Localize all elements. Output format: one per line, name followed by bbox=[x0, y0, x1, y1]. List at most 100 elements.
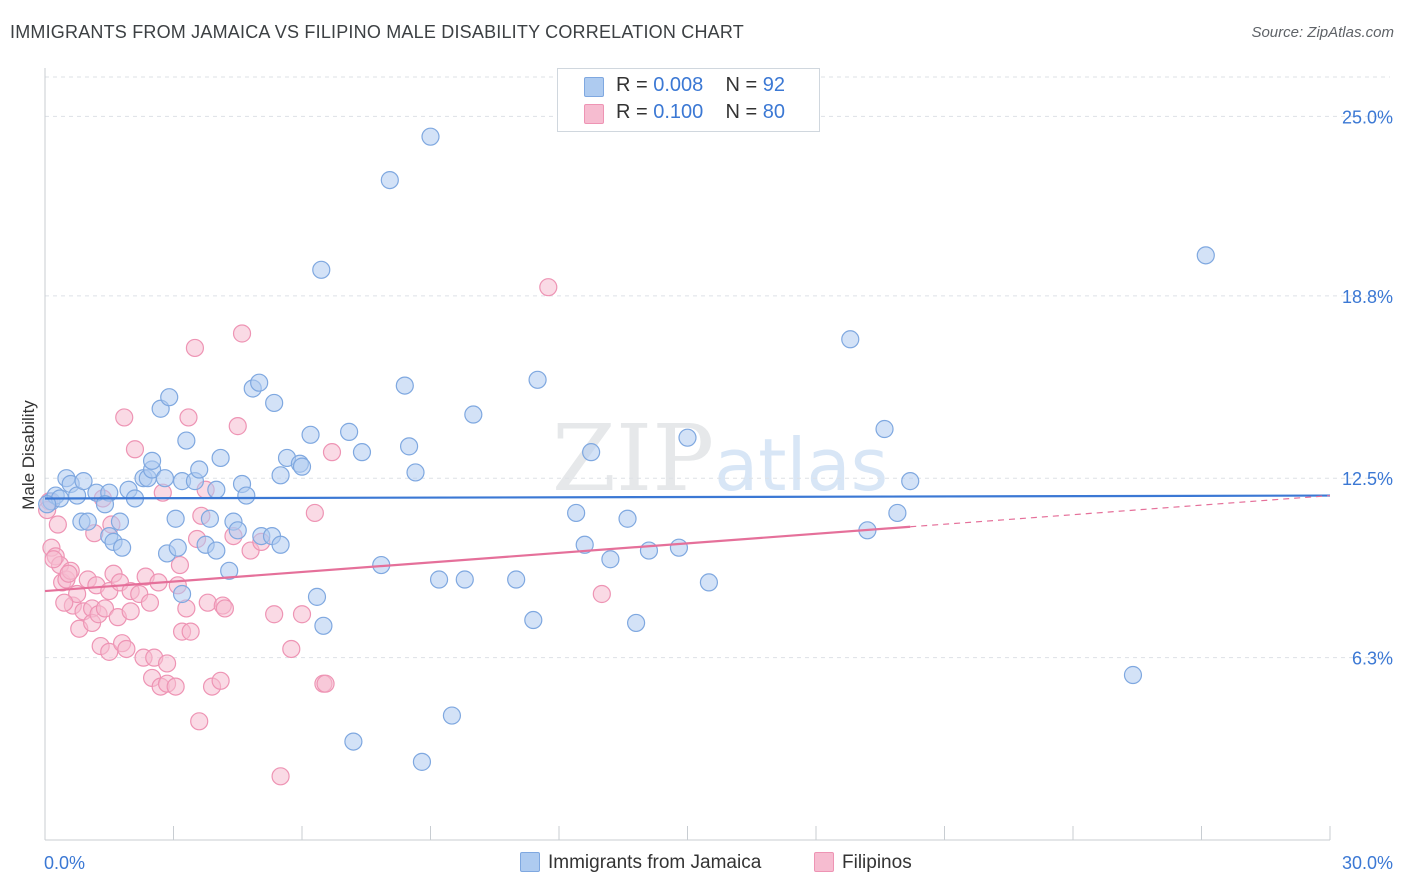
filipino-point bbox=[121, 602, 140, 621]
legend-r-value: 0.008 bbox=[653, 74, 704, 96]
jamaica-point bbox=[271, 466, 290, 485]
jamaica-point bbox=[699, 573, 719, 592]
filipino-point bbox=[185, 338, 205, 358]
legend-item-jamaica: Immigrants from Jamaica bbox=[520, 852, 761, 874]
jamaica-point bbox=[190, 460, 209, 479]
jamaica-point bbox=[1123, 665, 1143, 685]
legend-r-label: R = bbox=[616, 74, 654, 96]
jamaica-point bbox=[412, 752, 432, 771]
jamaica-point bbox=[74, 472, 93, 491]
jamaica-point bbox=[112, 538, 132, 557]
jamaica-point bbox=[110, 512, 130, 531]
filipino-point bbox=[322, 443, 342, 462]
jamaica-point bbox=[160, 388, 179, 407]
jamaica-point bbox=[841, 330, 860, 349]
filipino-point bbox=[179, 408, 198, 427]
legend-label-filipinos: Filipinos bbox=[842, 852, 912, 873]
jamaica-trend-line bbox=[44, 494, 1331, 500]
jamaica-point bbox=[575, 535, 594, 554]
y-tick-label: 25.0% bbox=[1342, 107, 1393, 127]
grid-lines bbox=[45, 76, 1390, 659]
chart-title: IMMIGRANTS FROM JAMAICA VS FILIPINO MALE… bbox=[10, 22, 744, 42]
jamaica-point bbox=[95, 495, 115, 514]
filipino-trend-line bbox=[44, 525, 911, 593]
legend-n-label: N = bbox=[725, 101, 763, 123]
legend-r-value: 0.100 bbox=[653, 101, 704, 123]
legend-n-label: N = bbox=[725, 74, 763, 96]
y-tick-label: 12.5% bbox=[1342, 469, 1393, 489]
filipino-point bbox=[140, 593, 160, 612]
watermark: ZIPatlas bbox=[552, 405, 888, 512]
x-tick-label: 0.0% bbox=[44, 853, 85, 873]
jamaica-point bbox=[220, 561, 239, 580]
filipino-point bbox=[59, 564, 78, 583]
jamaica-point bbox=[166, 509, 185, 528]
jamaica-point bbox=[455, 570, 474, 589]
jamaica-point bbox=[301, 425, 320, 444]
jamaica-point bbox=[271, 535, 290, 554]
legend-r-label: R = bbox=[616, 101, 654, 123]
jamaica-point bbox=[888, 503, 907, 523]
filipino-swatch bbox=[584, 104, 604, 124]
jamaica-point bbox=[524, 610, 543, 630]
jamaica-point bbox=[421, 127, 440, 146]
jamaica-point bbox=[312, 260, 331, 279]
y-tick-label: 18.8% bbox=[1342, 287, 1393, 307]
jamaica-point bbox=[528, 370, 547, 389]
jamaica-point bbox=[678, 428, 697, 447]
jamaica-point bbox=[237, 486, 256, 505]
filipino-point bbox=[44, 550, 63, 569]
filipino-point bbox=[95, 599, 115, 618]
legend-label-jamaica: Immigrants from Jamaica bbox=[548, 852, 762, 873]
filipino-point bbox=[228, 417, 247, 436]
data-points bbox=[38, 127, 1215, 786]
jamaica-point bbox=[901, 472, 920, 491]
filipino-point bbox=[125, 440, 145, 459]
jamaica-point bbox=[155, 469, 175, 488]
jamaica-point bbox=[464, 405, 483, 424]
jamaica-point bbox=[442, 706, 462, 725]
jamaica-point bbox=[399, 437, 419, 456]
filipino-point bbox=[292, 605, 312, 624]
filipino-point bbox=[265, 605, 284, 624]
jamaica-point bbox=[207, 480, 226, 499]
y-tick-label: 6.3% bbox=[1352, 649, 1393, 669]
filipino-point bbox=[100, 642, 119, 661]
filipino-point bbox=[117, 639, 136, 659]
filipino-point bbox=[166, 677, 185, 696]
jamaica-point bbox=[207, 541, 226, 560]
jamaica-point bbox=[406, 463, 425, 482]
jamaica-point bbox=[340, 422, 359, 441]
filipino-point bbox=[232, 324, 252, 343]
filipino-point bbox=[181, 622, 200, 641]
legend-n-value: 80 bbox=[762, 101, 786, 123]
watermark-text: ZIPatlas bbox=[552, 405, 888, 512]
jamaica-point bbox=[142, 451, 162, 470]
jamaica-swatch bbox=[584, 77, 604, 97]
filipino-swatch bbox=[814, 852, 834, 872]
stats-legend: R = 0.008 N = 92 R = 0.100 N = 80 bbox=[557, 68, 820, 132]
jamaica-point bbox=[1196, 246, 1215, 265]
legend-n-value: 92 bbox=[762, 74, 786, 96]
axes bbox=[44, 68, 1331, 841]
filipino-point bbox=[539, 278, 558, 297]
filipino-trend-line-extension bbox=[910, 494, 1331, 528]
filipino-point bbox=[215, 599, 234, 618]
jamaica-point bbox=[211, 448, 230, 468]
watermark-zip: ZIP bbox=[552, 405, 714, 512]
jamaica-point bbox=[582, 443, 601, 462]
trend-lines bbox=[44, 494, 1331, 593]
jamaica-point bbox=[875, 419, 894, 439]
jamaica-point bbox=[395, 376, 414, 395]
filipino-point bbox=[198, 593, 217, 612]
jamaica-point bbox=[200, 509, 220, 528]
filipino-point bbox=[55, 593, 74, 612]
filipino-point bbox=[316, 674, 335, 693]
jamaica-point bbox=[177, 431, 196, 450]
jamaica-swatch bbox=[520, 852, 540, 872]
legend-item-filipinos: Filipinos bbox=[814, 852, 912, 874]
jamaica-point bbox=[618, 509, 637, 528]
filipino-point bbox=[48, 515, 67, 534]
filipino-point bbox=[592, 584, 611, 604]
